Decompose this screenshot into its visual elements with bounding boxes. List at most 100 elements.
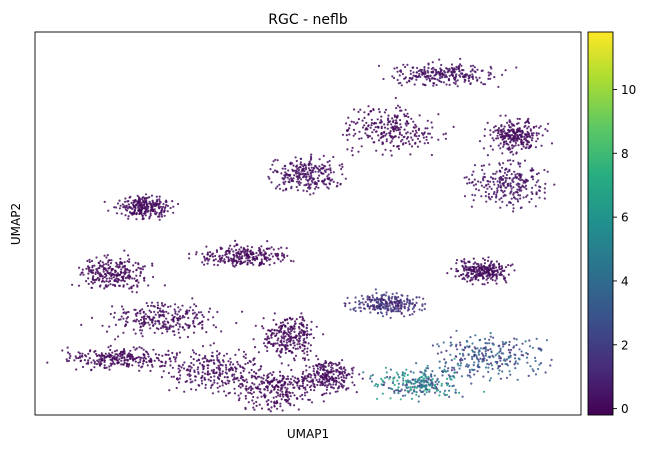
scatter-point (146, 210, 149, 213)
scatter-point (484, 366, 488, 369)
scatter-point (105, 366, 108, 369)
scatter-point (284, 351, 287, 354)
scatter-point (496, 191, 499, 194)
scatter-point (394, 121, 397, 125)
scatter-point (445, 83, 448, 86)
scatter-point (284, 386, 287, 389)
scatter-point (152, 348, 155, 351)
scatter-point (344, 177, 347, 180)
scatter-point (375, 292, 378, 295)
scatter-point (486, 281, 489, 284)
scatter-point (469, 279, 472, 282)
scatter-point (258, 246, 261, 250)
scatter-point (400, 134, 403, 137)
scatter-point (204, 383, 207, 386)
scatter-point (505, 358, 509, 361)
scatter-point (447, 79, 450, 82)
scatter-point (211, 252, 215, 255)
scatter-point (315, 354, 318, 358)
scatter-point (391, 125, 394, 128)
scatter-point (495, 193, 498, 196)
scatter-point (386, 303, 389, 306)
scatter-point (441, 374, 444, 377)
scatter-point (502, 174, 505, 178)
scatter-point (440, 63, 443, 67)
scatter-point (177, 310, 180, 313)
scatter-point (434, 387, 437, 390)
scatter-point (216, 358, 219, 361)
scatter-point (473, 178, 476, 181)
scatter-point (489, 65, 492, 68)
scatter-point (143, 355, 146, 359)
scatter-point (215, 249, 218, 252)
scatter-point (467, 74, 470, 78)
scatter-point (116, 263, 119, 266)
scatter-point (442, 81, 445, 84)
scatter-point (404, 65, 407, 69)
scatter-point (527, 117, 530, 120)
scatter-point (132, 359, 135, 362)
scatter-point (212, 324, 215, 327)
scatter-point (219, 363, 223, 366)
scatter-point (142, 277, 146, 280)
scatter-point (483, 390, 486, 393)
scatter-point (417, 74, 421, 77)
scatter-point (468, 371, 472, 374)
scatter-point (228, 252, 231, 255)
scatter-point (471, 68, 474, 71)
scatter-point (227, 392, 230, 395)
scatter-point (451, 366, 454, 369)
scatter-point (475, 268, 478, 271)
scatter-point (338, 381, 341, 384)
scatter-point (509, 129, 512, 132)
scatter-point (240, 246, 243, 249)
scatter-point (456, 79, 459, 82)
scatter-point (210, 369, 213, 372)
scatter-point (203, 356, 206, 359)
scatter-point (305, 333, 308, 336)
scatter-point (483, 268, 486, 271)
scatter-point (310, 179, 313, 182)
scatter-point (341, 386, 344, 389)
scatter-point (312, 365, 315, 368)
scatter-point (358, 306, 361, 309)
scatter-point (120, 363, 123, 366)
scatter-point (119, 260, 122, 264)
scatter-point (441, 370, 444, 374)
scatter-point (221, 372, 224, 375)
scatter-point (103, 360, 106, 364)
scatter-point (244, 406, 247, 409)
scatter-point (528, 345, 532, 348)
scatter-point (267, 399, 270, 402)
scatter-point (524, 181, 527, 184)
scatter-point (325, 168, 328, 171)
scatter-point (491, 278, 494, 282)
scatter-point (277, 337, 280, 340)
scatter-point (223, 354, 226, 357)
scatter-point (120, 275, 123, 279)
scatter-point (358, 130, 361, 133)
scatter-point (229, 361, 232, 364)
scatter-point (384, 366, 388, 369)
scatter-point (201, 320, 204, 323)
scatter-point (88, 260, 91, 264)
scatter-point (129, 357, 132, 361)
scatter-point (160, 210, 163, 213)
scatter-point (350, 120, 353, 123)
scatter-point (110, 277, 113, 280)
scatter-point (212, 259, 215, 262)
scatter-point (424, 127, 427, 130)
scatter-point (101, 354, 104, 357)
scatter-point (471, 357, 474, 361)
scatter-point (285, 391, 288, 394)
scatter-point (501, 136, 504, 139)
scatter-point (508, 343, 511, 346)
scatter-point (325, 183, 328, 186)
scatter-point (539, 125, 542, 128)
scatter-point (138, 200, 141, 203)
scatter-point (238, 397, 241, 400)
scatter-point (489, 145, 492, 148)
scatter-point (312, 178, 315, 181)
scatter-point (526, 127, 529, 130)
scatter-point (517, 178, 520, 181)
